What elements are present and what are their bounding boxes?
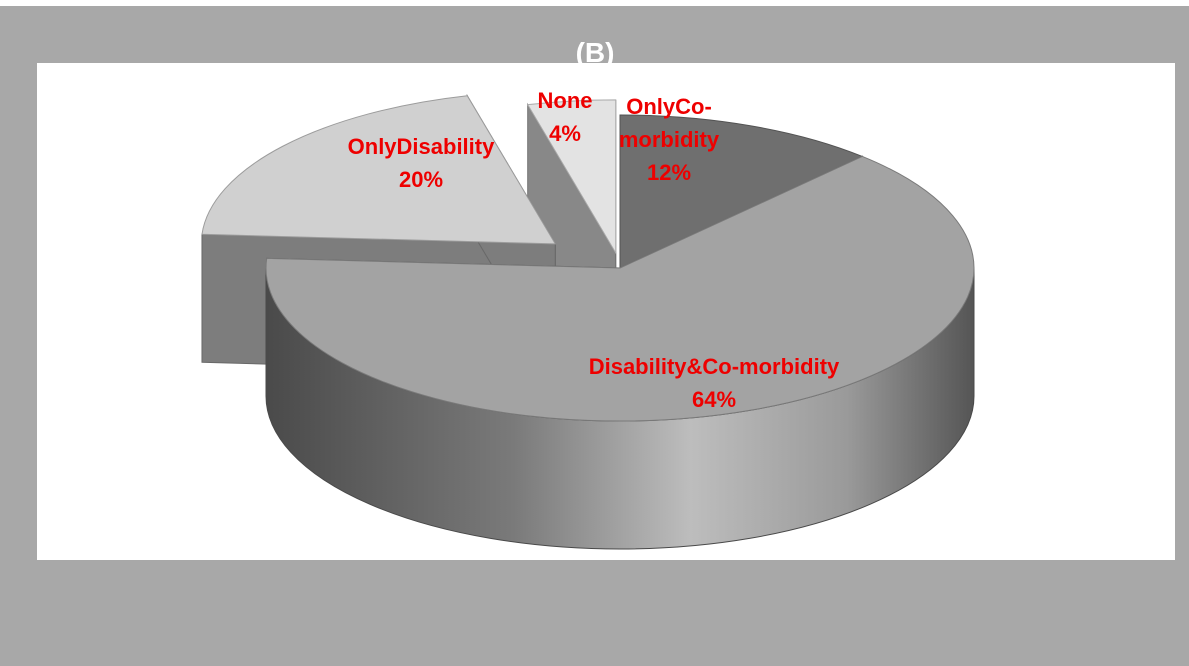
- pie-value-label: 64%: [692, 387, 736, 412]
- pie-category-label: OnlyDisability: [348, 134, 495, 159]
- pie-slice-3: [202, 96, 555, 244]
- pie-category-label: OnlyCo-: [626, 94, 712, 119]
- chart-title: (B): [540, 31, 650, 75]
- pie-category-label: None: [538, 88, 593, 113]
- pie-value-label: 20%: [399, 167, 443, 192]
- pie-category-label: Disability&Co-morbidity: [589, 354, 840, 379]
- pie-value-label: 4%: [549, 121, 581, 146]
- pie-value-label: 12%: [647, 160, 691, 185]
- pie-category-label: morbidity: [619, 127, 720, 152]
